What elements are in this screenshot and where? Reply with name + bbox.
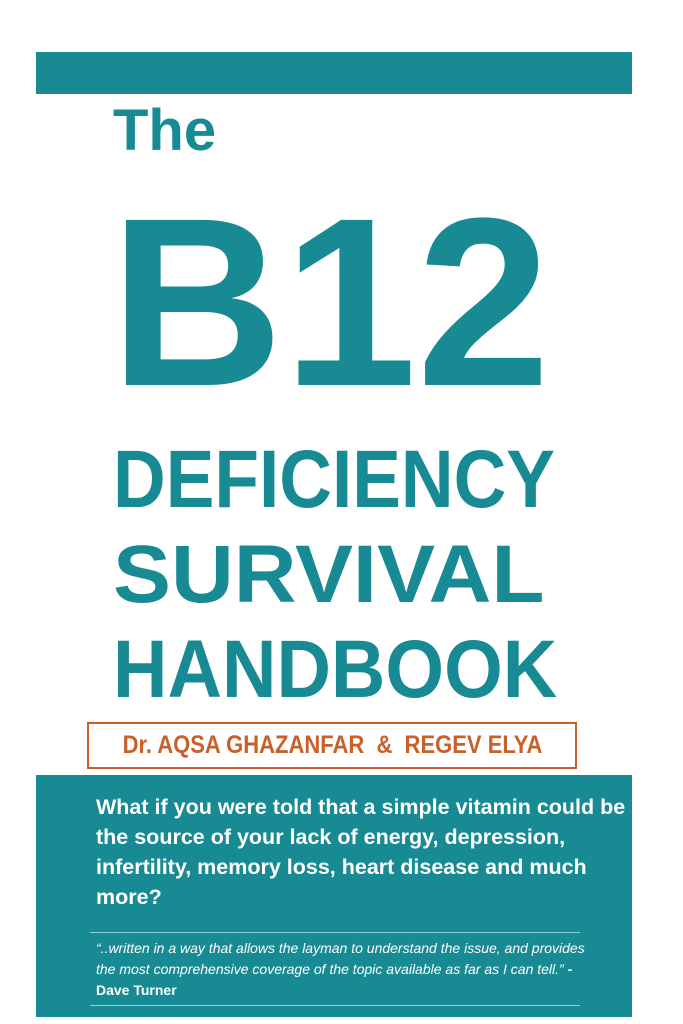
divider bbox=[90, 932, 580, 933]
title-deficiency: DEFICIENCY bbox=[113, 434, 555, 525]
top-bar bbox=[36, 52, 632, 94]
divider bbox=[90, 1005, 580, 1006]
title-survival: SURVIVAL bbox=[113, 529, 545, 620]
title-handbook: HANDBOOK bbox=[113, 624, 558, 715]
authors-box: Dr. AQSA GHAZANFAR & REGEV ELYA bbox=[87, 722, 577, 769]
authors: Dr. AQSA GHAZANFAR & REGEV ELYA bbox=[122, 731, 542, 759]
review-quote: “..written in a way that allows the laym… bbox=[96, 938, 596, 1001]
blurb-panel bbox=[36, 775, 632, 1017]
blurb-question: What if you were told that a simple vita… bbox=[96, 795, 626, 909]
title-b12: B12 bbox=[110, 168, 551, 436]
title-the: The bbox=[113, 98, 217, 163]
quote-text: “..written in a way that allows the laym… bbox=[96, 940, 585, 977]
quote-author: - Dave Turner bbox=[96, 961, 573, 998]
